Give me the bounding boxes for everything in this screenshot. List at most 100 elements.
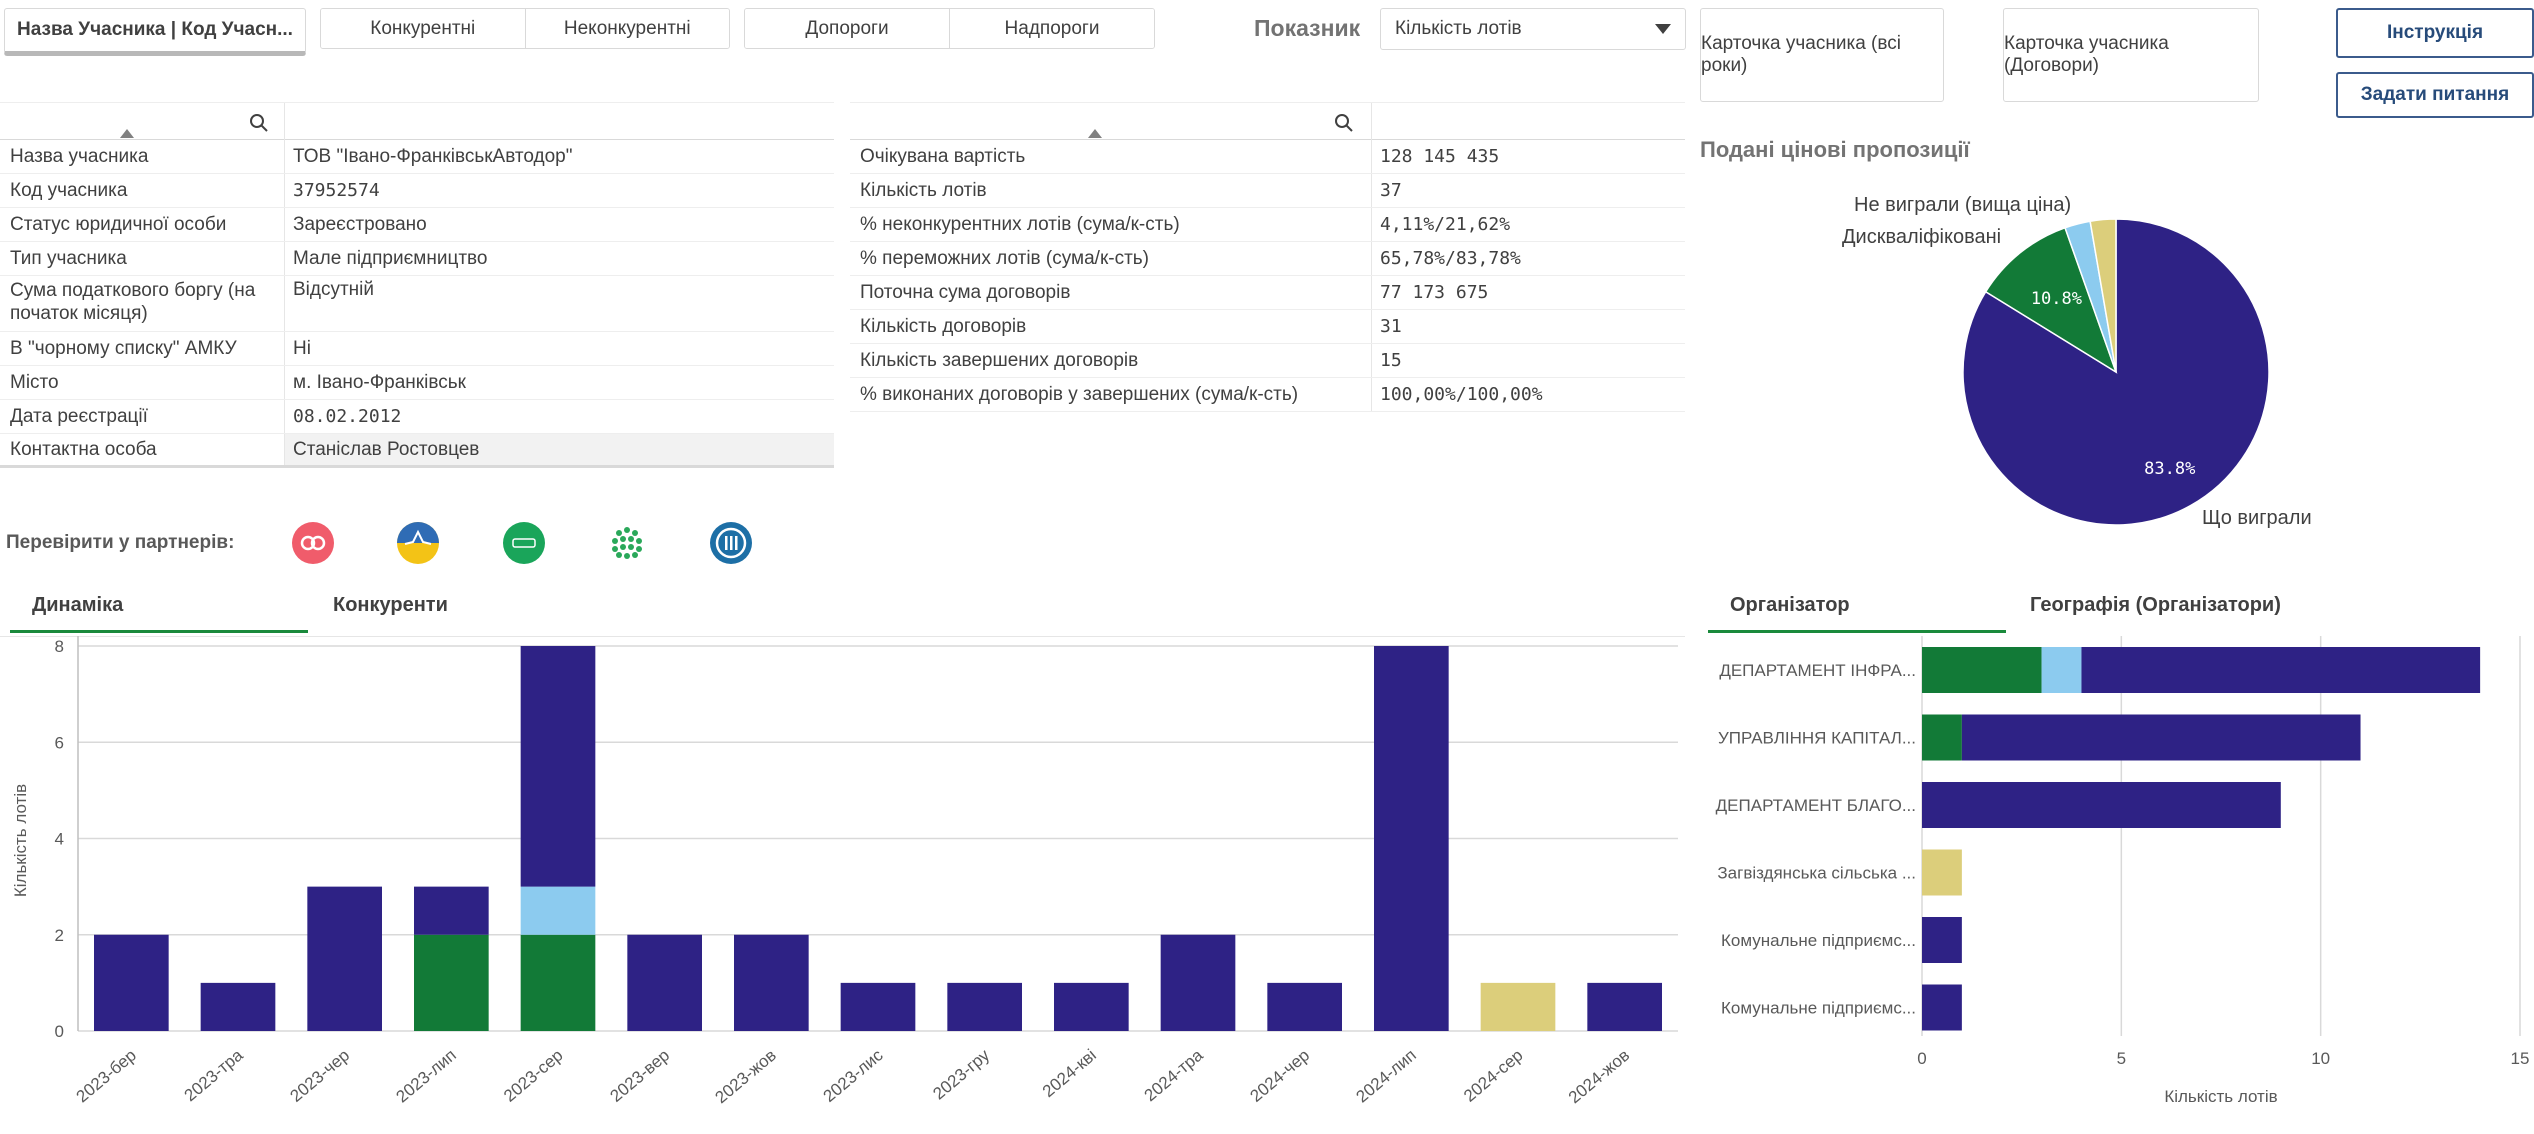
- table-row: % неконкурентних лотів (сума/к-сть) 4,11%…: [850, 208, 1685, 242]
- x-tick-label: 2023-вер: [606, 1046, 673, 1106]
- y-category-label: Комунальне підприємс...: [1721, 999, 1916, 1018]
- table-row: Назва учасника ТОВ "Івано-ФранківськАвтод…: [0, 140, 834, 174]
- x-tick-label: 0: [1917, 1049, 1926, 1068]
- tab-organizer[interactable]: Організатор: [1730, 594, 1850, 616]
- x-tick-label: 2023-жов: [712, 1046, 780, 1108]
- pie-label-lost: Не виграли (вища ціна): [1854, 194, 2072, 216]
- below-threshold-option[interactable]: Допороги: [745, 9, 950, 48]
- table-header: [850, 102, 1685, 141]
- bar-segment[interactable]: [520, 646, 596, 887]
- pie-data-label: 83.8%: [2144, 459, 2195, 479]
- court-icon[interactable]: [710, 522, 752, 564]
- bar-segment[interactable]: [1480, 982, 1556, 1031]
- bar-segment[interactable]: [1922, 849, 1962, 896]
- bar-segment[interactable]: [414, 934, 489, 1031]
- bar-segment[interactable]: [1922, 917, 1962, 963]
- bar-segment[interactable]: [2041, 647, 2082, 693]
- opendatabot-icon[interactable]: [292, 522, 334, 564]
- y-category-label: УПРАВЛІННЯ КАПІТАЛ...: [1718, 729, 1916, 748]
- stats-table: Очікувана вартість 128 145 435 Кількість …: [850, 102, 1685, 412]
- bar-segment[interactable]: [94, 934, 169, 1031]
- bar-segment[interactable]: [414, 886, 489, 935]
- bar-segment[interactable]: [1922, 782, 2281, 828]
- noncompetitive-option[interactable]: Неконкурентні: [525, 9, 729, 48]
- table-row: Дата реєстрації 08.02.2012: [0, 400, 834, 434]
- bar-segment[interactable]: [627, 934, 702, 1031]
- bar-segment[interactable]: [734, 934, 809, 1031]
- x-tick-label: 2023-бер: [73, 1046, 140, 1107]
- bar-segment[interactable]: [840, 982, 916, 1031]
- bar-segment[interactable]: [1922, 984, 1962, 1031]
- table-row: % виконаних договорів у завершених (сума…: [850, 378, 1685, 412]
- partners-label: Перевірити у партнерів:: [6, 532, 235, 553]
- y-category-label: Комунальне підприємс...: [1721, 931, 1916, 950]
- bar-segment[interactable]: [200, 982, 276, 1031]
- sort-asc-icon[interactable]: [1088, 129, 1102, 138]
- table-row: Очікувана вартість 128 145 435: [850, 140, 1685, 174]
- y-tick-label: 2: [55, 926, 64, 945]
- competition-filter[interactable]: Конкурентні Неконкурентні: [320, 8, 730, 49]
- tab-competitors[interactable]: Конкуренти: [333, 594, 448, 616]
- bar-segment[interactable]: [520, 886, 596, 935]
- organizer-bar-chart[interactable]: 0 5 10 15 Кількість лотів ДЕПАРТАМЕНТ ІНФРА..…: [1700, 636, 2534, 1134]
- search-icon[interactable]: [249, 113, 269, 133]
- card-all-years-button[interactable]: Карточка учасника (всі роки): [1700, 8, 1944, 102]
- bar-segment[interactable]: [1054, 982, 1129, 1031]
- search-icon[interactable]: [1334, 113, 1354, 133]
- pie-title: Подані цінові пропозиції: [1700, 137, 1970, 162]
- threshold-filter[interactable]: Допороги Надпороги: [744, 8, 1155, 49]
- ukraine-map-icon[interactable]: [397, 522, 439, 564]
- tab-dynamics[interactable]: Динаміка: [32, 594, 124, 616]
- chevron-down-icon: [1655, 24, 1671, 34]
- participant-filter-label: Назва Учасника | Код Учасн...: [17, 19, 293, 40]
- x-tick-label: 5: [2117, 1049, 2126, 1068]
- x-axis-label: Кількість лотів: [2164, 1087, 2277, 1106]
- tab-geography[interactable]: Географія (Організатори): [2030, 594, 2281, 616]
- indicator-dropdown[interactable]: Кількість лотів: [1380, 8, 1686, 50]
- competitive-option[interactable]: Конкурентні: [321, 9, 526, 48]
- x-tick-label: 2024-сер: [1460, 1046, 1527, 1106]
- bar-segment[interactable]: [2081, 647, 2481, 693]
- table-row: Статус юридичної особи Зареєстровано: [0, 208, 834, 242]
- table-row: Тип учасника Мале підприємництво: [0, 242, 834, 276]
- bar-segment[interactable]: [520, 934, 596, 1031]
- participant-filter[interactable]: Назва Учасника | Код Учасн...: [4, 8, 306, 56]
- pie-slice[interactable]: [2089, 218, 2117, 373]
- bar-segment[interactable]: [947, 982, 1022, 1031]
- card-contracts-button[interactable]: Карточка учасника (Договори): [2003, 8, 2259, 102]
- bar-segment[interactable]: [307, 886, 382, 1031]
- bar-segment[interactable]: [1374, 646, 1449, 1031]
- x-tick-label: 10: [2311, 1049, 2330, 1068]
- y-tick-label: 4: [55, 830, 64, 849]
- table-row: Сума податкового боргу (на початок місяц…: [0, 276, 834, 332]
- dots-grid-icon[interactable]: [606, 522, 648, 564]
- table-row: Місто м. Івано-Франківськ: [0, 366, 834, 400]
- y-category-label: ДЕПАРТАМЕНТ БЛАГО...: [1716, 796, 1916, 815]
- bar-segment[interactable]: [1160, 934, 1236, 1031]
- bar-segment[interactable]: [1961, 714, 2361, 761]
- x-tick-label: 2023-лис: [820, 1045, 887, 1106]
- x-tick-label: 2023-лип: [392, 1046, 459, 1107]
- pie-label-disq: Дискваліфіковані: [1842, 226, 2002, 248]
- bar-segment[interactable]: [1587, 982, 1662, 1031]
- sort-asc-icon[interactable]: [120, 129, 134, 138]
- x-tick-label: 2024-жов: [1565, 1046, 1633, 1108]
- dynamics-bar-chart[interactable]: 0 2 4 6 8 Кількість лотів 2023-бер 2023-тра 2023…: [0, 636, 1690, 1134]
- x-tick-label: 2023-гру: [929, 1045, 993, 1103]
- above-threshold-option[interactable]: Надпороги: [950, 9, 1154, 48]
- pie-slice[interactable]: [1984, 226, 2118, 374]
- x-tick-label: 2023-чер: [286, 1046, 353, 1106]
- bar-segment[interactable]: [1922, 647, 2042, 693]
- ask-question-button[interactable]: Задати питання: [2336, 72, 2534, 118]
- active-tab-underline: [1708, 630, 2006, 633]
- bar-segment[interactable]: [1922, 714, 1962, 761]
- indicator-label: Показник: [1254, 15, 1361, 41]
- table-row: В "чорному списку" АМКУ Ні: [0, 332, 834, 366]
- instruction-button[interactable]: Інструкція: [2336, 8, 2534, 58]
- table-header: [0, 102, 834, 141]
- bar-segment[interactable]: [1267, 982, 1342, 1031]
- youcontrol-icon[interactable]: [503, 522, 545, 564]
- pie-chart[interactable]: 83.8% 10.8%: [1820, 180, 2320, 540]
- x-tick-label: 2023-сер: [500, 1046, 567, 1106]
- y-tick-label: 6: [55, 733, 64, 752]
